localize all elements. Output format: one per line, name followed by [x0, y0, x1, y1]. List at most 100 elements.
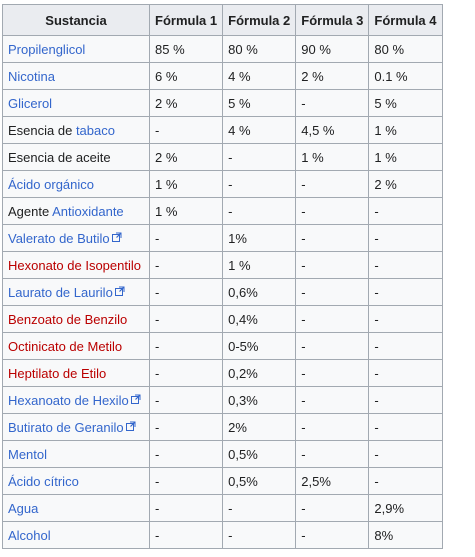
- substance-link[interactable]: Propilenglicol: [8, 41, 86, 57]
- substance-link[interactable]: Ácido cítrico: [8, 473, 79, 489]
- substance-cell: Agente Antioxidante: [2, 197, 150, 225]
- substance-cell: Butirato de Geranilo: [2, 413, 150, 441]
- substance-link[interactable]: Butirato de Geranilo: [8, 419, 124, 435]
- formula-1-cell: -: [148, 413, 224, 441]
- formula-3-cell: -: [295, 440, 370, 468]
- substance-link[interactable]: Laurato de Laurilo: [8, 284, 113, 300]
- formula-3-cell: 4,5 %: [295, 116, 370, 144]
- substance-link[interactable]: Glicerol: [8, 95, 53, 111]
- formula-1-cell: 1 %: [148, 170, 224, 198]
- substance-link[interactable]: Heptilato de Etilo: [8, 365, 107, 381]
- formula-2-cell: 4 %: [222, 62, 297, 90]
- formula-1-cell: 1 %: [148, 197, 224, 225]
- external-link-icon: [114, 286, 125, 296]
- formula-3-cell: -: [295, 197, 370, 225]
- formula-4-cell: 0.1 %: [368, 62, 443, 90]
- formula-4-cell: -: [368, 386, 443, 414]
- formula-3-cell: -: [295, 413, 370, 441]
- formula-2-cell: -: [222, 197, 297, 225]
- substance-cell: Esencia de tabaco: [2, 116, 150, 144]
- formula-4-cell: -: [368, 224, 443, 252]
- table-row: Agua - - -2,9%: [2, 494, 443, 522]
- formula-3-cell: 90 %: [295, 35, 370, 63]
- table-row: Esencia de tabaco -4 % 4,5 % 1 %: [2, 116, 443, 144]
- formula-1-cell: -: [148, 116, 224, 144]
- substance-link[interactable]: Nicotina: [8, 68, 55, 84]
- formula-4-cell: 1 %: [368, 116, 443, 144]
- table-row: Ácido orgánico 1 % - -2 %: [2, 170, 443, 198]
- formula-2-cell: 0,5%: [222, 440, 297, 468]
- substance-link[interactable]: Alcohol: [8, 527, 51, 543]
- formula-3-cell: 2,5%: [295, 467, 370, 495]
- formula-4-cell: -: [368, 251, 443, 279]
- substance-link[interactable]: Hexonato de Isopentilo: [8, 257, 141, 273]
- formula-3-cell: -: [295, 521, 370, 549]
- header-formula-3: Fórmula 3: [295, 4, 370, 36]
- formula-3-cell: -: [295, 278, 370, 306]
- formula-4-cell: -: [368, 197, 443, 225]
- header-formula-1: Fórmula 1: [148, 4, 224, 36]
- substance-cell: Alcohol: [2, 521, 150, 549]
- substances-table: Sustancia Fórmula 1 Fórmula 2 Fórmula 3 …: [2, 4, 443, 549]
- formula-4-cell: -: [368, 440, 443, 468]
- formula-2-cell: 0,6%: [222, 278, 297, 306]
- substance-link[interactable]: Benzoato de Benzilo: [8, 311, 128, 327]
- formula-2-cell: 1 %: [222, 251, 297, 279]
- formula-2-cell: 0,2%: [222, 359, 297, 387]
- formula-3-cell: -: [295, 170, 370, 198]
- formula-1-cell: 2 %: [148, 89, 224, 117]
- substance-link[interactable]: Hexanoato de Hexilo: [8, 392, 129, 408]
- formula-3-cell: 1 %: [295, 143, 370, 171]
- formula-4-cell: -: [368, 467, 443, 495]
- substance-cell: Valerato de Butilo: [2, 224, 150, 252]
- table-row: Esencia de aceite 2 % -1 % 1 %: [2, 143, 443, 171]
- substance-name: Esencia de aceite: [8, 149, 111, 165]
- formula-2-cell: -: [222, 170, 297, 198]
- substance-cell: Glicerol: [2, 89, 150, 117]
- formula-3-cell: -: [295, 89, 370, 117]
- formula-1-cell: -: [148, 467, 224, 495]
- substance-link[interactable]: Octinicato de Metilo: [8, 338, 123, 354]
- formula-1-cell: -: [148, 278, 224, 306]
- formula-3-cell: -: [295, 224, 370, 252]
- formula-4-cell: 80 %: [368, 35, 443, 63]
- table-row: Laurato de Laurilo -0,6% - -: [2, 278, 443, 306]
- substance-link[interactable]: Antioxidante: [52, 203, 124, 219]
- table-row: Hexanoato de Hexilo -0,3% - -: [2, 386, 443, 414]
- substance-cell: Propilenglicol: [2, 35, 150, 63]
- table-row: Valerato de Butilo -1% - -: [2, 224, 443, 252]
- external-link-icon: [111, 232, 122, 242]
- formula-4-cell: -: [368, 278, 443, 306]
- substance-prefix: Agente: [8, 203, 53, 219]
- substance-cell: Octinicato de Metilo: [2, 332, 150, 360]
- substance-link[interactable]: Agua: [8, 500, 39, 516]
- substance-cell: Nicotina: [2, 62, 150, 90]
- formula-1-cell: 85 %: [148, 35, 224, 63]
- formula-2-cell: 0,3%: [222, 386, 297, 414]
- formula-2-cell: 0,4%: [222, 305, 297, 333]
- formula-2-cell: -: [222, 494, 297, 522]
- table-row: Propilenglicol 85 % 80 % 90 % 80 %: [2, 35, 443, 63]
- substance-prefix: Esencia de: [8, 122, 76, 138]
- table-row: Octinicato de Metilo -0-5% - -: [2, 332, 443, 360]
- substance-cell: Hexanoato de Hexilo: [2, 386, 150, 414]
- substance-cell: Hexonato de Isopentilo: [2, 251, 150, 279]
- substance-link[interactable]: Valerato de Butilo: [8, 230, 110, 246]
- formula-1-cell: -: [148, 440, 224, 468]
- formula-2-cell: 0,5%: [222, 467, 297, 495]
- substance-link[interactable]: Ácido orgánico: [8, 176, 94, 192]
- formula-1-cell: 6 %: [148, 62, 224, 90]
- formula-3-cell: -: [295, 359, 370, 387]
- formula-4-cell: -: [368, 359, 443, 387]
- substance-cell: Ácido orgánico: [2, 170, 150, 198]
- table-row: Mentol -0,5% - -: [2, 440, 443, 468]
- substance-link[interactable]: Mentol: [8, 446, 48, 462]
- header-sustancia: Sustancia: [2, 4, 150, 36]
- table-row: Ácido cítrico -0,5% 2,5% -: [2, 467, 443, 495]
- formula-4-cell: 2,9%: [368, 494, 443, 522]
- substance-link[interactable]: tabaco: [75, 122, 115, 138]
- formula-2-cell: -: [222, 521, 297, 549]
- formula-4-cell: 8%: [368, 521, 443, 549]
- formula-1-cell: -: [148, 251, 224, 279]
- formula-3-cell: -: [295, 305, 370, 333]
